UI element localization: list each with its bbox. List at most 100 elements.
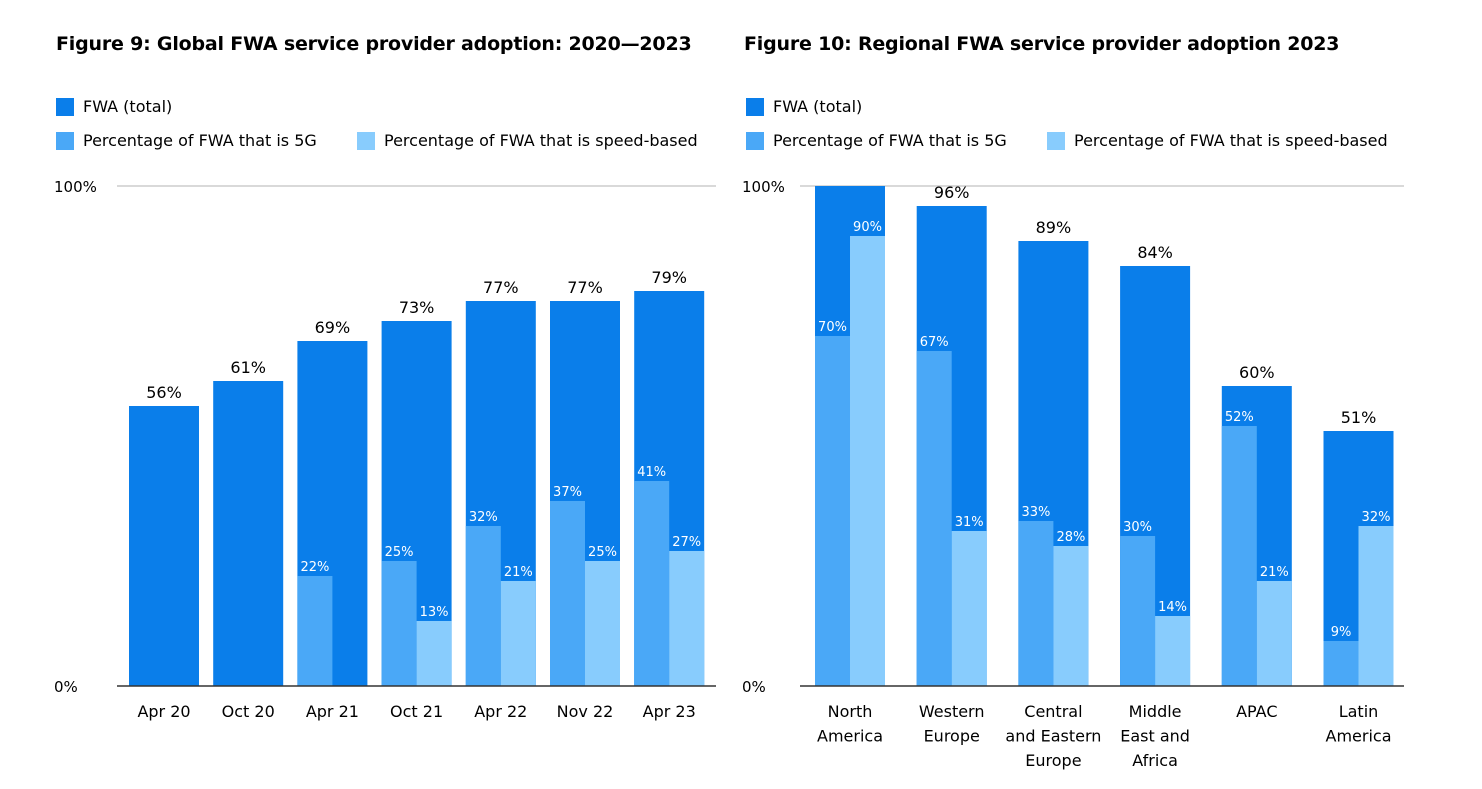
- data-label-5g: 67%: [920, 335, 949, 350]
- y-tick-label-bottom: 0%: [742, 678, 766, 696]
- data-label-total: 96%: [934, 183, 970, 202]
- bar-5g: [815, 336, 850, 686]
- x-tick-label: Middle: [1129, 702, 1182, 721]
- figure-9-chart: 100% 0% 56% Apr 20 61% Oct 20 69% 22% Apr 21 73% 2…: [54, 178, 716, 721]
- data-label-total: 69%: [315, 318, 351, 337]
- x-tick-label: Western: [919, 702, 985, 721]
- bar-speed: [669, 551, 705, 686]
- data-label-5g: 37%: [553, 485, 582, 500]
- bar-5g: [1120, 536, 1156, 686]
- bar-5g: [916, 351, 952, 686]
- legend-swatch-total: [56, 97, 74, 116]
- legend-label-total: FWA (total): [773, 97, 863, 116]
- legend-label-speed: Percentage of FWA that is speed-based: [384, 131, 698, 150]
- figure-10-title: Figure 10: Regional FWA service provider…: [744, 33, 1340, 55]
- bar-speed: [1256, 581, 1292, 686]
- legend-fwa-speed-based: Percentage of FWA that is speed-based: [357, 131, 698, 150]
- data-label-total: 79%: [651, 268, 687, 287]
- legend-fwa-5g: Percentage of FWA that is 5G: [746, 131, 1007, 150]
- data-label-speed: 25%: [588, 545, 617, 560]
- x-tick-label: Central: [1024, 702, 1082, 721]
- legend-fwa-total: FWA (total): [56, 97, 172, 116]
- bar-total: [129, 406, 199, 686]
- x-tick-label: North: [828, 702, 873, 721]
- legend-swatch-speed: [357, 131, 375, 150]
- x-tick-label: Apr 23: [643, 702, 696, 721]
- bar-5g: [1323, 641, 1359, 686]
- x-tick-label: Apr 20: [137, 702, 190, 721]
- bar-speed: [850, 236, 885, 686]
- data-label-5g: 70%: [818, 320, 847, 335]
- x-tick-label: Europe: [924, 727, 980, 746]
- y-tick-label-top: 100%: [54, 178, 97, 196]
- bar-speed: [951, 531, 987, 686]
- legend-label-total: FWA (total): [83, 97, 173, 116]
- figure-10: Figure 10: Regional FWA service provider…: [730, 0, 1482, 789]
- data-label-total: 73%: [399, 298, 435, 317]
- legend-swatch-5g: [746, 131, 764, 150]
- data-label-speed: 27%: [672, 535, 701, 550]
- legend-swatch-total: [746, 97, 764, 116]
- data-label-5g: 32%: [469, 510, 498, 525]
- data-label-total: 51%: [1341, 408, 1377, 427]
- legend-fwa-speed-based: Percentage of FWA that is speed-based: [1047, 131, 1388, 150]
- data-label-5g: 41%: [637, 465, 666, 480]
- figure-9-title: Figure 9: Global FWA service provider ad…: [56, 33, 692, 55]
- data-label-speed: 21%: [504, 565, 533, 580]
- bar-speed: [1358, 526, 1394, 686]
- bar-5g: [550, 501, 585, 686]
- x-tick-label: Europe: [1025, 751, 1081, 770]
- data-label-total: 56%: [146, 383, 182, 402]
- legend-label-5g: Percentage of FWA that is 5G: [773, 131, 1007, 150]
- y-tick-label-bottom: 0%: [54, 678, 78, 696]
- data-label-speed: 28%: [1056, 530, 1085, 545]
- bar-5g: [465, 526, 501, 686]
- x-tick-label: America: [1326, 727, 1392, 746]
- x-tick-label: America: [817, 727, 883, 746]
- data-label-speed: 14%: [1158, 600, 1187, 615]
- bar-speed: [585, 561, 620, 686]
- y-tick-label-top: 100%: [742, 178, 785, 196]
- x-tick-label: East and: [1120, 727, 1190, 746]
- data-label-5g: 25%: [385, 545, 414, 560]
- bar-speed: [416, 621, 452, 686]
- legend-label-5g: Percentage of FWA that is 5G: [83, 131, 317, 150]
- x-tick-label: Apr 21: [306, 702, 359, 721]
- data-label-total: 77%: [567, 278, 603, 297]
- bar-5g: [1018, 521, 1054, 686]
- data-label-5g: 9%: [1331, 625, 1352, 640]
- x-tick-label: Oct 21: [390, 702, 443, 721]
- x-tick-label: Africa: [1132, 751, 1178, 770]
- data-label-5g: 33%: [1021, 505, 1050, 520]
- data-label-speed: 21%: [1260, 565, 1289, 580]
- data-label-speed: 31%: [955, 515, 984, 530]
- data-label-speed: 13%: [420, 605, 449, 620]
- data-label-total: 61%: [230, 358, 266, 377]
- data-label-total: 89%: [1036, 218, 1072, 237]
- bar-total: [213, 381, 284, 686]
- figure-10-chart: 100% 0% 70% 90% North America 96% 67% 31% Western…: [742, 178, 1404, 770]
- data-label-total: 60%: [1239, 363, 1275, 382]
- data-label-5g: 22%: [300, 560, 329, 575]
- data-label-speed: 90%: [853, 220, 882, 235]
- legend-swatch-speed: [1047, 131, 1065, 150]
- data-label-total: 77%: [483, 278, 519, 297]
- bar-5g: [297, 576, 333, 686]
- legend-label-speed: Percentage of FWA that is speed-based: [1074, 131, 1388, 150]
- legend-fwa-5g: Percentage of FWA that is 5G: [56, 131, 317, 150]
- bar-5g: [1221, 426, 1257, 686]
- data-label-total: 84%: [1137, 243, 1173, 262]
- bar-speed: [1053, 546, 1089, 686]
- x-tick-label: Latin: [1339, 702, 1379, 721]
- legend-swatch-5g: [56, 131, 74, 150]
- data-label-5g: 52%: [1225, 410, 1254, 425]
- x-tick-label: and Eastern: [1005, 727, 1101, 746]
- bar-5g: [634, 481, 670, 686]
- bar-speed: [1155, 616, 1191, 686]
- x-tick-label: Oct 20: [222, 702, 275, 721]
- figure-9: Figure 9: Global FWA service provider ad…: [0, 0, 730, 789]
- legend-fwa-total: FWA (total): [746, 97, 862, 116]
- data-label-5g: 30%: [1123, 520, 1152, 535]
- x-tick-label: Apr 22: [474, 702, 527, 721]
- bar-speed: [500, 581, 536, 686]
